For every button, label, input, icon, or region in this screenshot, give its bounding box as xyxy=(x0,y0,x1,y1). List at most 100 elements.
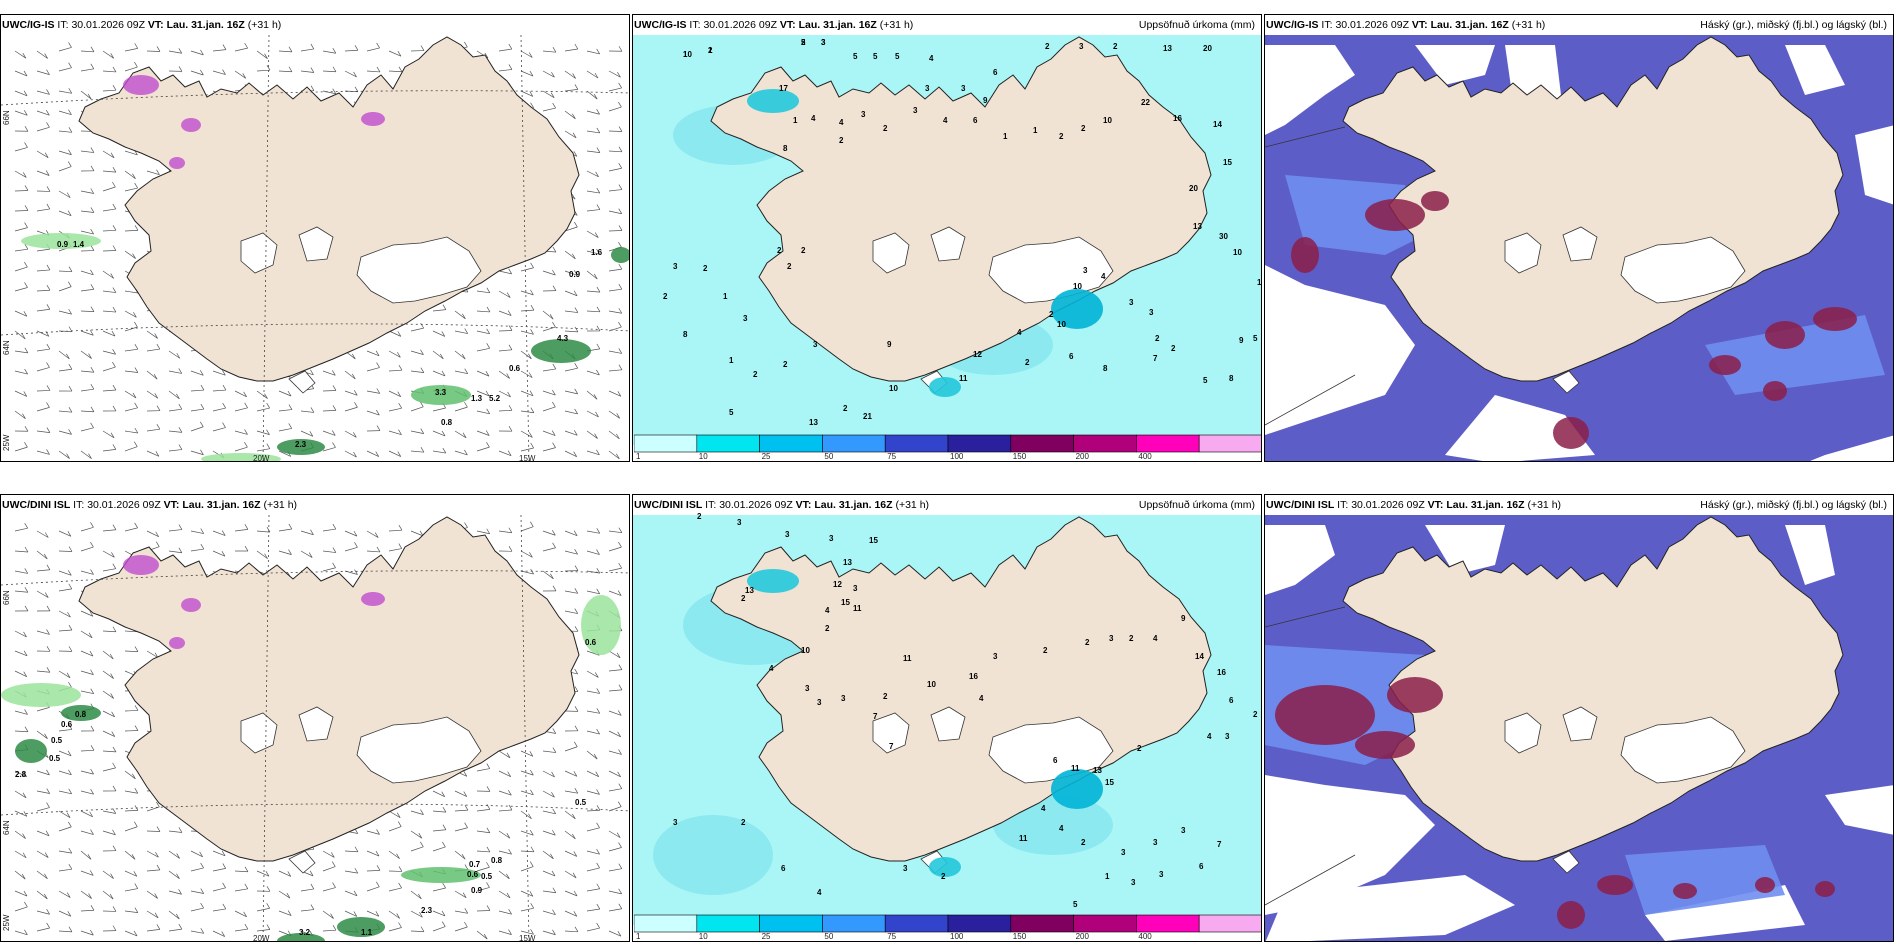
wind-barb xyxy=(564,430,578,436)
precip-blob-3 xyxy=(277,439,325,455)
wind-barb xyxy=(344,910,358,917)
vt-value: Lau. 31.jan. 16Z xyxy=(1430,19,1509,31)
wind-barb xyxy=(36,870,48,880)
cloud-free-area-4 xyxy=(1825,785,1893,835)
it-value: 30.01.2026 09Z xyxy=(719,499,793,511)
wind-barb xyxy=(366,350,380,357)
precip-value-label: 30 xyxy=(1219,232,1228,241)
legend-swatch-9 xyxy=(1198,914,1261,933)
wind-barb xyxy=(80,650,94,657)
wave-patch-0 xyxy=(123,75,159,95)
it-label: IT: xyxy=(1321,19,1333,31)
wind-barb xyxy=(608,842,622,852)
wind-barb xyxy=(58,788,72,795)
wind-barb xyxy=(124,170,136,180)
lat-64-line xyxy=(1,803,629,816)
wind-barb xyxy=(564,890,578,897)
wind-barb xyxy=(168,444,183,452)
precip-value-label: 6 xyxy=(973,116,978,125)
wind-barb xyxy=(454,430,467,439)
glacier-2 xyxy=(1620,236,1746,304)
wind-value-label: 0.8 xyxy=(491,856,503,865)
wind-barb xyxy=(58,210,72,216)
wind-barb xyxy=(14,70,28,77)
wind-barb xyxy=(322,442,336,452)
wind-barb xyxy=(586,270,598,280)
wind-barb xyxy=(14,929,28,936)
wind-barb xyxy=(80,350,92,359)
wind-barb xyxy=(146,423,161,432)
wind-barb xyxy=(366,362,380,372)
precip-value-label: 5 xyxy=(853,52,858,61)
precip-value-label: 16 xyxy=(1173,114,1182,123)
wind-barb xyxy=(542,808,556,815)
wind-barb xyxy=(80,905,95,912)
wind-barb xyxy=(14,170,27,178)
cloud-free-area-0 xyxy=(1265,45,1355,135)
precip-value-label: 3 xyxy=(805,684,810,693)
legend-tick-25: 25 xyxy=(762,932,771,940)
wind-barb xyxy=(102,563,117,572)
precip-value-label: 3 xyxy=(1153,838,1158,847)
precip-value-label: 10 xyxy=(889,384,898,393)
wind-barb xyxy=(608,430,620,440)
precip-value-label: 2 xyxy=(1253,710,1258,719)
glacier-0 xyxy=(240,712,278,754)
wind-barb xyxy=(542,389,556,396)
wind-barb xyxy=(454,368,469,375)
wave-patch-3 xyxy=(169,637,185,649)
wind-barb xyxy=(498,426,513,432)
wind-value-label: 3.2 xyxy=(299,928,311,937)
wind-barb xyxy=(432,350,444,360)
wind-barb xyxy=(190,888,205,894)
wind-barb xyxy=(608,930,622,937)
wind-barb xyxy=(278,46,293,53)
wind-barb xyxy=(14,185,29,192)
wind-barb xyxy=(58,847,73,854)
precip-value-label: 1 xyxy=(708,46,713,55)
wind-barb xyxy=(410,926,425,932)
wind-barb xyxy=(344,867,359,874)
wind-barb xyxy=(58,127,73,133)
wind-barb xyxy=(256,50,268,59)
wind-barb xyxy=(58,863,73,872)
wind-barb xyxy=(58,429,72,435)
wind-barb xyxy=(146,801,160,812)
precip-value-label: 5 xyxy=(801,38,806,47)
precip-value-label: 12 xyxy=(833,580,842,589)
wind-barb xyxy=(146,850,159,858)
wind-barb xyxy=(102,361,116,372)
precip-value-label: 2 xyxy=(741,594,746,603)
wind-barb xyxy=(102,50,115,59)
cloud-high-area-1 xyxy=(1291,237,1319,273)
wind-barb xyxy=(300,407,315,413)
wind-barb xyxy=(146,390,159,399)
wind-value-label: 0.6 xyxy=(509,364,521,373)
wind-barb xyxy=(124,821,138,832)
wind-barb xyxy=(608,284,623,292)
legend-swatch-1 xyxy=(696,914,760,933)
model-name: UWC/IG-IS xyxy=(634,19,687,31)
wind-barb xyxy=(586,789,600,795)
wind-barb xyxy=(234,402,248,412)
precip-blob-4 xyxy=(277,933,325,941)
wind-barb xyxy=(608,308,623,314)
wind-barb xyxy=(278,404,293,412)
wind-barb xyxy=(344,390,358,396)
wind-barb xyxy=(80,245,95,252)
precip-value-label: 5 xyxy=(895,52,900,61)
precip-value-label: 9 xyxy=(1239,336,1244,345)
wind-barb xyxy=(366,910,380,917)
legend-tick-1: 1 xyxy=(636,452,641,460)
iceland-land xyxy=(78,516,580,862)
wind-barb xyxy=(102,690,114,699)
wind-barb xyxy=(14,261,28,272)
wind-barb xyxy=(608,783,623,792)
wind-barb xyxy=(212,850,226,857)
wind-barb xyxy=(586,567,601,574)
wind-barb xyxy=(146,910,159,919)
wind-barb xyxy=(410,890,422,900)
wind-barb xyxy=(58,810,71,819)
wind-barb xyxy=(36,330,50,337)
